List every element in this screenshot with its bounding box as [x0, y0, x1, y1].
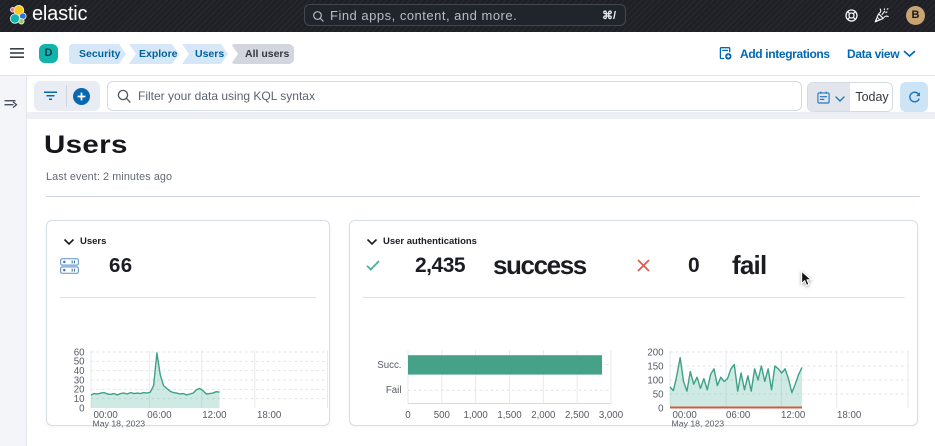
svg-text:Fail: Fail [386, 385, 402, 396]
svg-text:1,500: 1,500 [497, 410, 522, 421]
svg-text:500: 500 [434, 410, 451, 421]
svg-text:2,000: 2,000 [531, 410, 556, 421]
svg-text:0: 0 [658, 403, 664, 414]
svg-text:20: 20 [74, 385, 85, 396]
svg-text:50: 50 [74, 357, 85, 368]
svg-text:1,000: 1,000 [464, 410, 489, 421]
svg-text:50: 50 [653, 389, 664, 400]
svg-text:100: 100 [647, 375, 664, 386]
svg-text:00:00: 00:00 [94, 410, 119, 421]
svg-text:12:00: 12:00 [202, 410, 227, 421]
svg-text:150: 150 [647, 361, 664, 372]
svg-text:2,500: 2,500 [565, 410, 590, 421]
svg-text:0: 0 [405, 410, 411, 421]
svg-text:18:00: 18:00 [257, 410, 282, 421]
svg-text:May 18, 2023: May 18, 2023 [93, 418, 146, 428]
svg-text:200: 200 [647, 347, 664, 358]
svg-text:60: 60 [74, 347, 85, 358]
svg-text:00:00: 00:00 [673, 410, 698, 421]
svg-text:18:00: 18:00 [837, 410, 862, 421]
svg-text:06:00: 06:00 [726, 410, 751, 421]
svg-text:30: 30 [74, 375, 85, 386]
svg-text:3,000: 3,000 [599, 410, 624, 421]
svg-text:12:00: 12:00 [781, 410, 806, 421]
svg-text:06:00: 06:00 [147, 410, 172, 421]
svg-text:0: 0 [79, 403, 85, 414]
svg-text:May 18, 2023: May 18, 2023 [672, 418, 725, 428]
svg-text:40: 40 [74, 366, 85, 377]
svg-text:Succ.: Succ. [377, 360, 401, 371]
svg-text:10: 10 [74, 394, 85, 405]
